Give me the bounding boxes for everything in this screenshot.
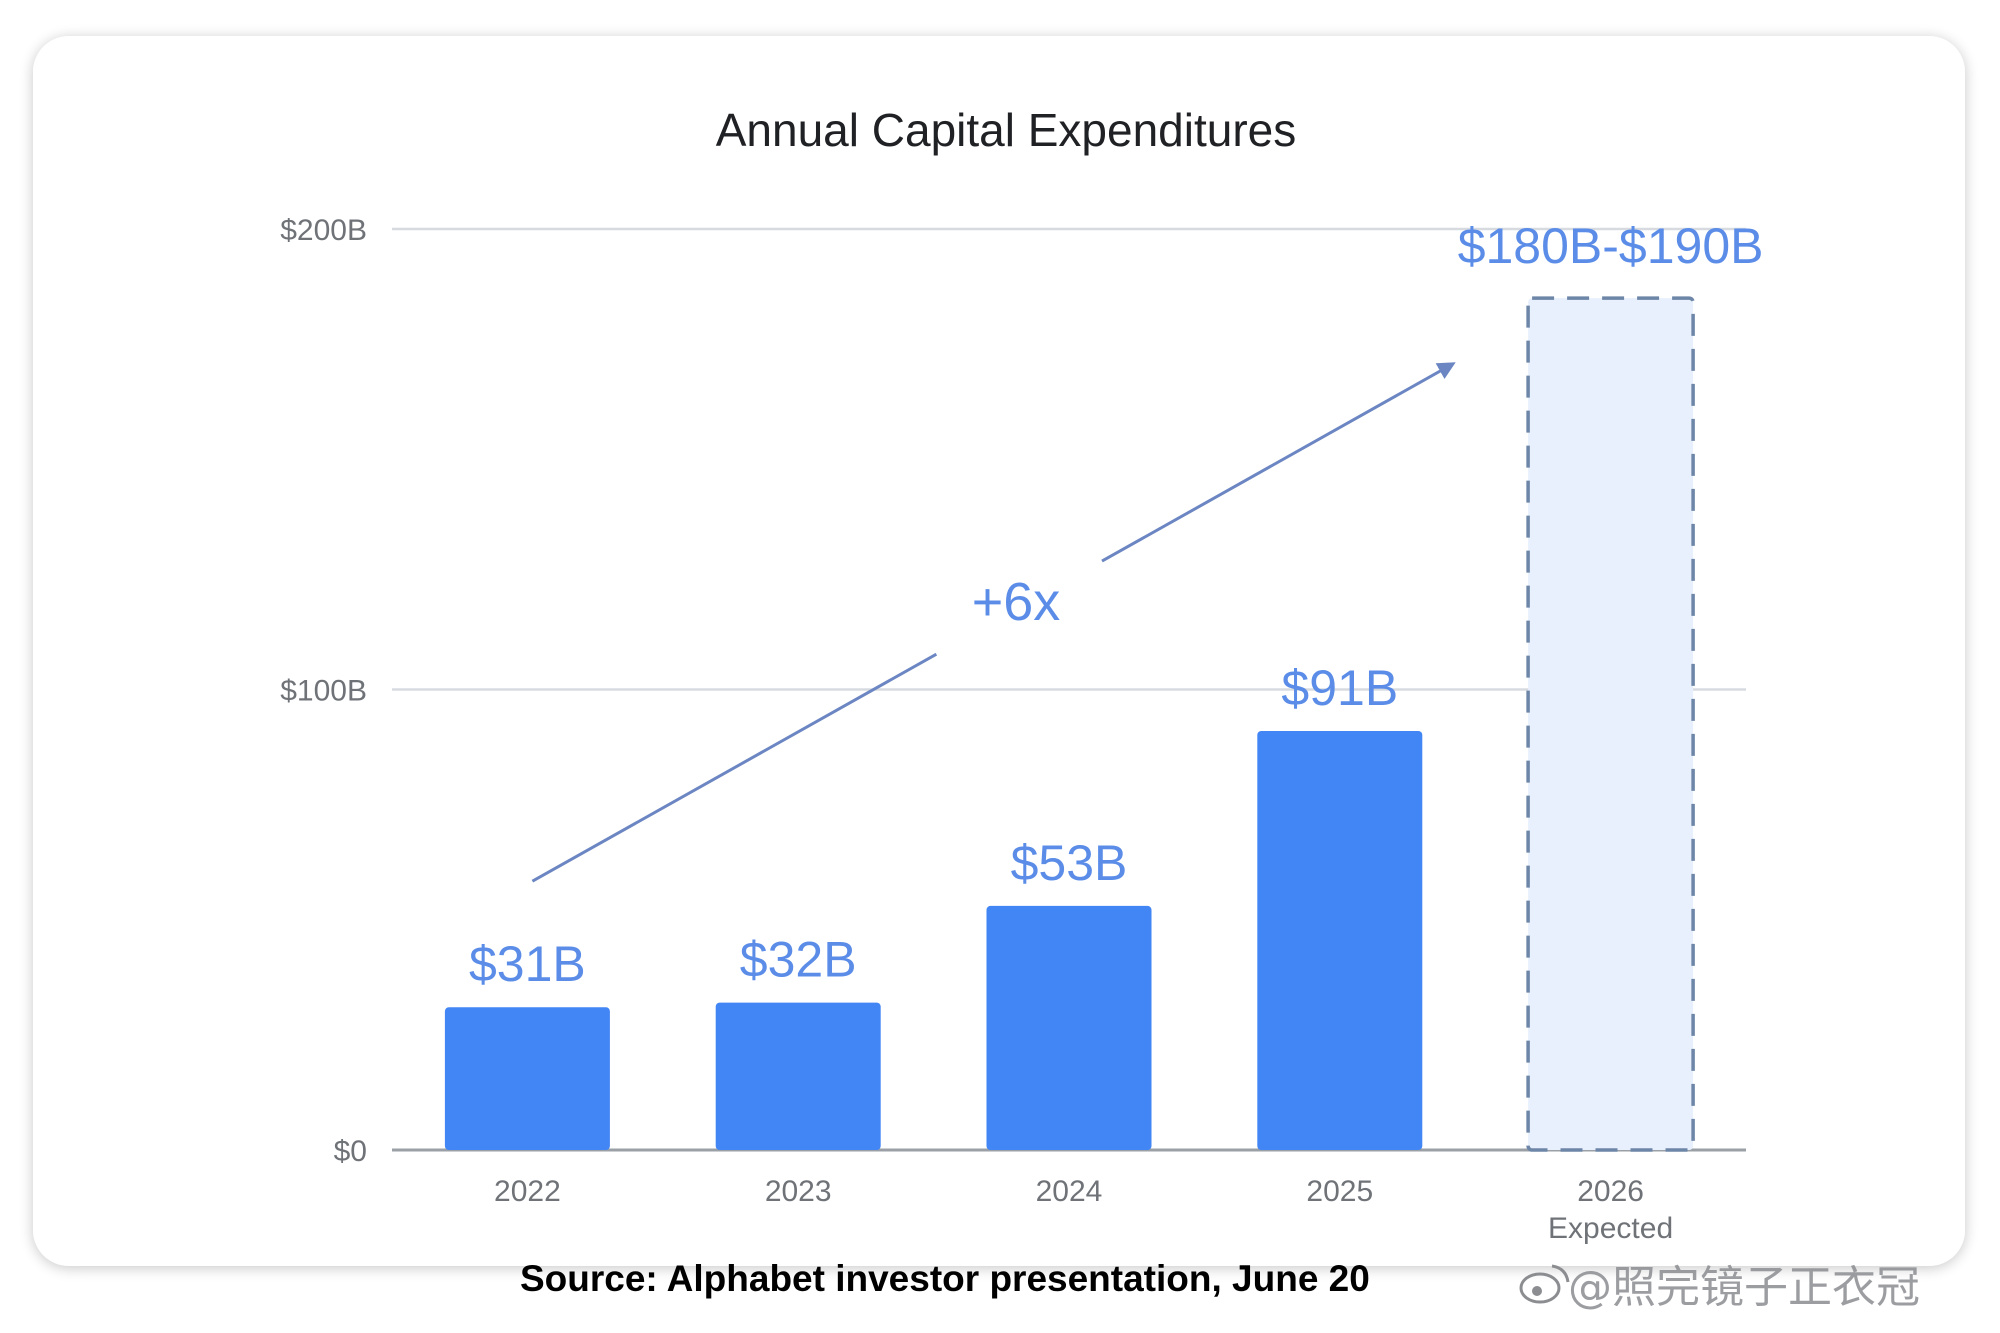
value-label: $91B bbox=[1281, 660, 1398, 716]
bar-2022 bbox=[444, 1007, 610, 1150]
x-tick-label: 2024 bbox=[1036, 1175, 1103, 1208]
bar-2026-projected bbox=[1526, 296, 1695, 1152]
source-note: Source: Alphabet investor presentation, … bbox=[520, 1258, 1370, 1299]
bar-2023 bbox=[715, 1002, 881, 1150]
y-tick-label: $0 bbox=[334, 1135, 367, 1168]
weibo-logo-icon bbox=[1519, 1264, 1570, 1304]
x-tick-label: 2023 bbox=[765, 1175, 832, 1208]
x-tick-label: 2026 bbox=[1577, 1175, 1644, 1208]
y-tick-label: $200B bbox=[280, 214, 367, 247]
bars bbox=[444, 296, 1695, 1152]
chart-card bbox=[33, 36, 1965, 1266]
x-axis-ticks: 2022 2023 2024 2025 2026 Expected bbox=[494, 1175, 1673, 1245]
x-tick-label: 2025 bbox=[1306, 1175, 1373, 1208]
y-tick-label: $100B bbox=[280, 675, 367, 708]
bar-2025 bbox=[1257, 730, 1423, 1150]
bar-2024 bbox=[986, 905, 1152, 1150]
growth-annotation: +6x bbox=[531, 362, 1456, 883]
value-labels: $31B $32B $53B $91B $180B-$190B bbox=[469, 218, 1763, 992]
growth-arrow-head bbox=[1101, 362, 1456, 563]
x-tick-sublabel: Expected bbox=[1548, 1212, 1673, 1245]
value-label: $180B-$190B bbox=[1458, 218, 1764, 274]
watermark-text: @照完镜子正衣冠 bbox=[1568, 1262, 1920, 1313]
value-label: $31B bbox=[469, 936, 586, 992]
value-label: $53B bbox=[1011, 835, 1128, 891]
chart-title: Annual Capital Expenditures bbox=[716, 104, 1296, 156]
value-label: $32B bbox=[740, 932, 857, 988]
x-tick-label: 2022 bbox=[494, 1175, 561, 1208]
growth-arrow-tail bbox=[531, 652, 938, 883]
y-axis-ticks: $0 $100B $200B bbox=[280, 214, 367, 1168]
growth-label: +6x bbox=[972, 572, 1061, 632]
